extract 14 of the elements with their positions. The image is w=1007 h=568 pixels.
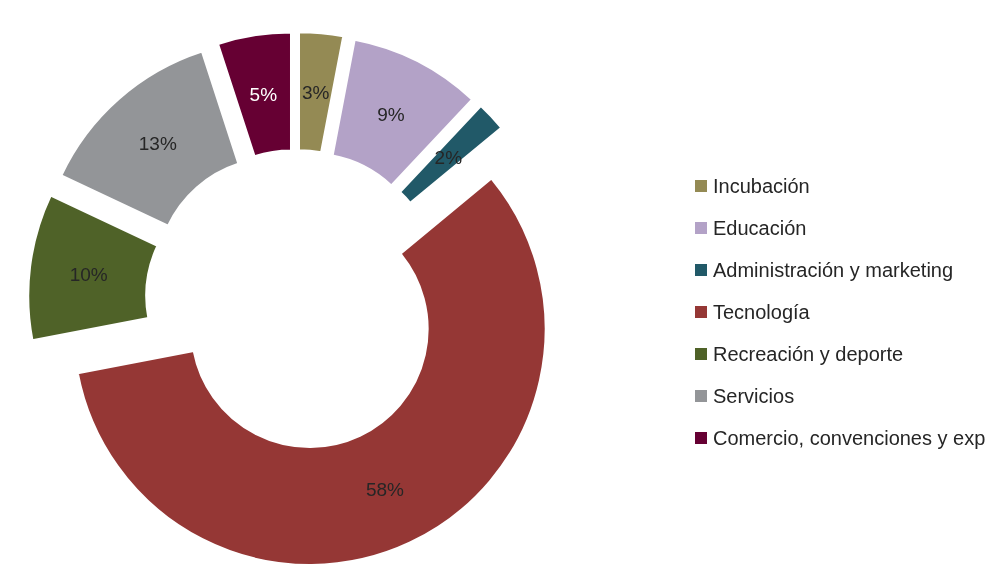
legend-label: Tecnología [713,300,810,324]
legend-label: Recreación y deporte [713,342,904,366]
legend-label: Comercio, convenciones y exp [713,426,986,450]
legend-label: Servicios [713,384,795,408]
legend-label: Incubación [713,174,810,198]
data-label: 58% [365,478,405,500]
legend-label: Educación [713,216,807,240]
data-label: 2% [434,146,463,168]
data-label: 10% [69,263,108,285]
data-label: 3% [301,81,330,103]
data-label: 9% [377,103,405,125]
data-label: 13% [138,132,177,154]
data-label: 5% [249,83,278,105]
legend-label: Administración y marketing [713,258,954,282]
